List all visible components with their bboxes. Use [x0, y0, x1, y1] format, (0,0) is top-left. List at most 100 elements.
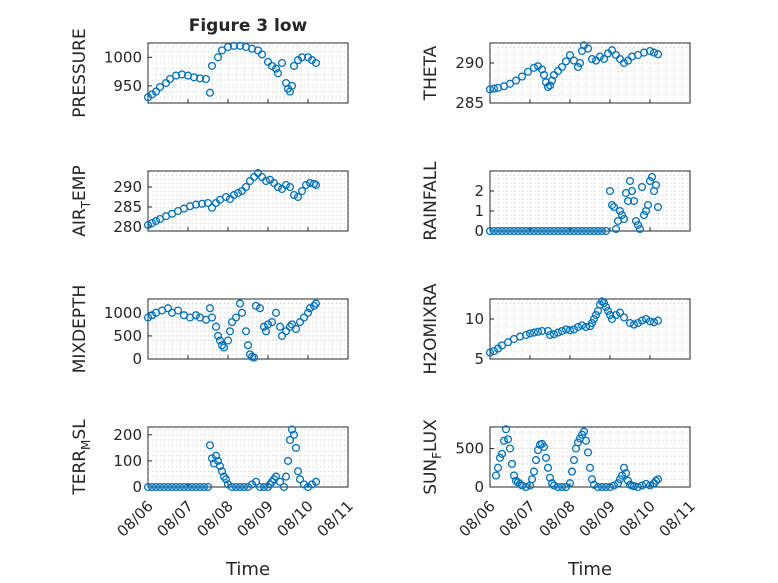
plot-area	[147, 426, 349, 488]
data-point	[545, 81, 555, 90]
data-point	[603, 306, 613, 316]
data-point	[287, 425, 297, 434]
data-point	[171, 482, 181, 492]
data-point	[565, 226, 575, 236]
data-point	[625, 318, 635, 328]
data-point	[197, 199, 207, 208]
data-point	[301, 180, 311, 190]
data-point	[497, 449, 507, 458]
data-point	[151, 87, 161, 96]
plot-area	[147, 170, 349, 232]
data-point	[573, 322, 583, 332]
data-point	[261, 176, 271, 186]
data-point	[489, 346, 499, 356]
data-point	[619, 313, 629, 322]
data-point	[517, 226, 527, 236]
data-point	[609, 481, 619, 490]
data-point	[281, 327, 291, 336]
data-point	[291, 443, 301, 452]
data-series	[143, 168, 321, 230]
data-point	[203, 482, 213, 492]
y-axis-label: H2OMIXRA	[421, 283, 441, 374]
data-point	[207, 61, 217, 70]
data-point	[303, 308, 313, 317]
data-point	[505, 79, 515, 88]
data-point	[235, 482, 245, 492]
x-tick-label: 08/11	[314, 497, 357, 540]
data-point	[505, 444, 515, 453]
data-point	[633, 482, 643, 492]
data-point	[199, 482, 209, 492]
data-point	[653, 50, 663, 59]
data-point	[565, 50, 575, 60]
data-point	[611, 310, 621, 320]
data-point	[221, 192, 231, 202]
data-point	[271, 472, 281, 481]
data-point	[287, 81, 297, 90]
data-point	[243, 341, 253, 350]
data-point	[223, 480, 233, 489]
data-point	[529, 328, 539, 337]
y-axis-label: SUNFLUX	[421, 419, 444, 495]
data-point	[505, 226, 515, 236]
y-axis-label: MIXDEPTH	[70, 285, 90, 374]
data-point	[143, 313, 153, 322]
data-point	[289, 61, 299, 70]
data-point	[597, 226, 607, 236]
y-tick-label: 290	[455, 54, 484, 72]
data-point	[517, 72, 527, 81]
data-point	[605, 186, 615, 196]
data-point	[527, 475, 537, 484]
y-axis-label: RAINFALL	[421, 161, 441, 241]
data-point	[601, 226, 611, 236]
data-point	[293, 192, 303, 202]
data-point	[249, 353, 259, 362]
data-point	[311, 299, 321, 308]
y-tick-label: 0	[132, 350, 142, 368]
data-point	[597, 297, 607, 306]
data-point	[189, 73, 199, 82]
data-point	[241, 182, 251, 192]
data-point	[243, 482, 253, 492]
data-point	[545, 330, 555, 340]
data-point	[637, 182, 647, 192]
x-tick-label: 08/11	[656, 497, 699, 540]
data-point	[143, 482, 153, 492]
data-point	[543, 463, 553, 472]
data-point	[613, 479, 623, 488]
data-point	[217, 341, 227, 350]
data-point	[273, 69, 283, 78]
data-point	[295, 318, 305, 327]
data-point	[165, 74, 175, 84]
data-point	[649, 318, 659, 327]
data-point	[601, 482, 611, 492]
x-tick-label: 08/09	[576, 497, 619, 540]
data-point	[509, 471, 519, 480]
data-point	[595, 52, 605, 61]
data-point	[593, 482, 603, 492]
data-point	[205, 88, 215, 97]
y-tick-label: 290	[113, 178, 142, 196]
data-point	[627, 186, 637, 196]
data-series	[485, 172, 663, 236]
data-point	[151, 482, 161, 492]
data-point	[195, 482, 205, 492]
data-point	[493, 463, 503, 472]
y-axis-label: TERRMSL	[70, 419, 93, 496]
data-point	[175, 482, 185, 492]
data-point	[621, 469, 631, 478]
data-point	[277, 331, 287, 340]
data-point	[231, 313, 241, 322]
data-point	[577, 226, 587, 236]
data-point	[205, 441, 215, 450]
data-point	[215, 336, 225, 345]
data-point	[573, 62, 583, 72]
data-point	[187, 482, 197, 492]
data-point	[549, 481, 559, 490]
data-point	[523, 67, 533, 76]
data-point	[605, 482, 615, 492]
data-point	[233, 188, 243, 198]
grid-lines	[490, 43, 690, 103]
